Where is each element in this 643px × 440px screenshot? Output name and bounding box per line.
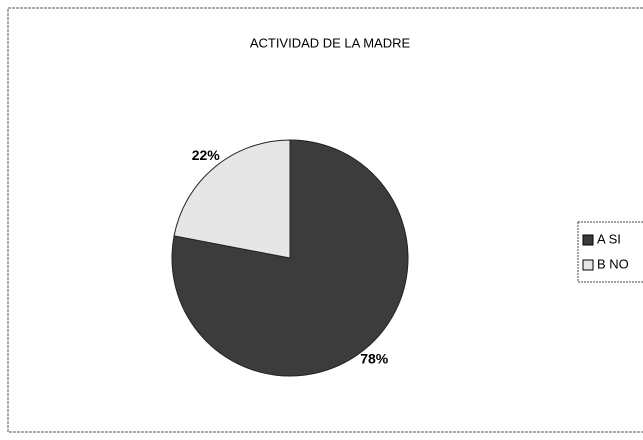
data-label: 78% [360, 351, 389, 367]
chart-title: ACTIVIDAD DE LA MADRE [250, 35, 411, 50]
legend-swatch [582, 234, 594, 246]
legend-swatch [582, 259, 594, 271]
legend-label: B NO [597, 256, 629, 271]
data-label: 22% [192, 147, 221, 163]
legend-box [577, 221, 643, 283]
legend-label: A SI [597, 231, 621, 246]
pie-slice [173, 139, 291, 259]
